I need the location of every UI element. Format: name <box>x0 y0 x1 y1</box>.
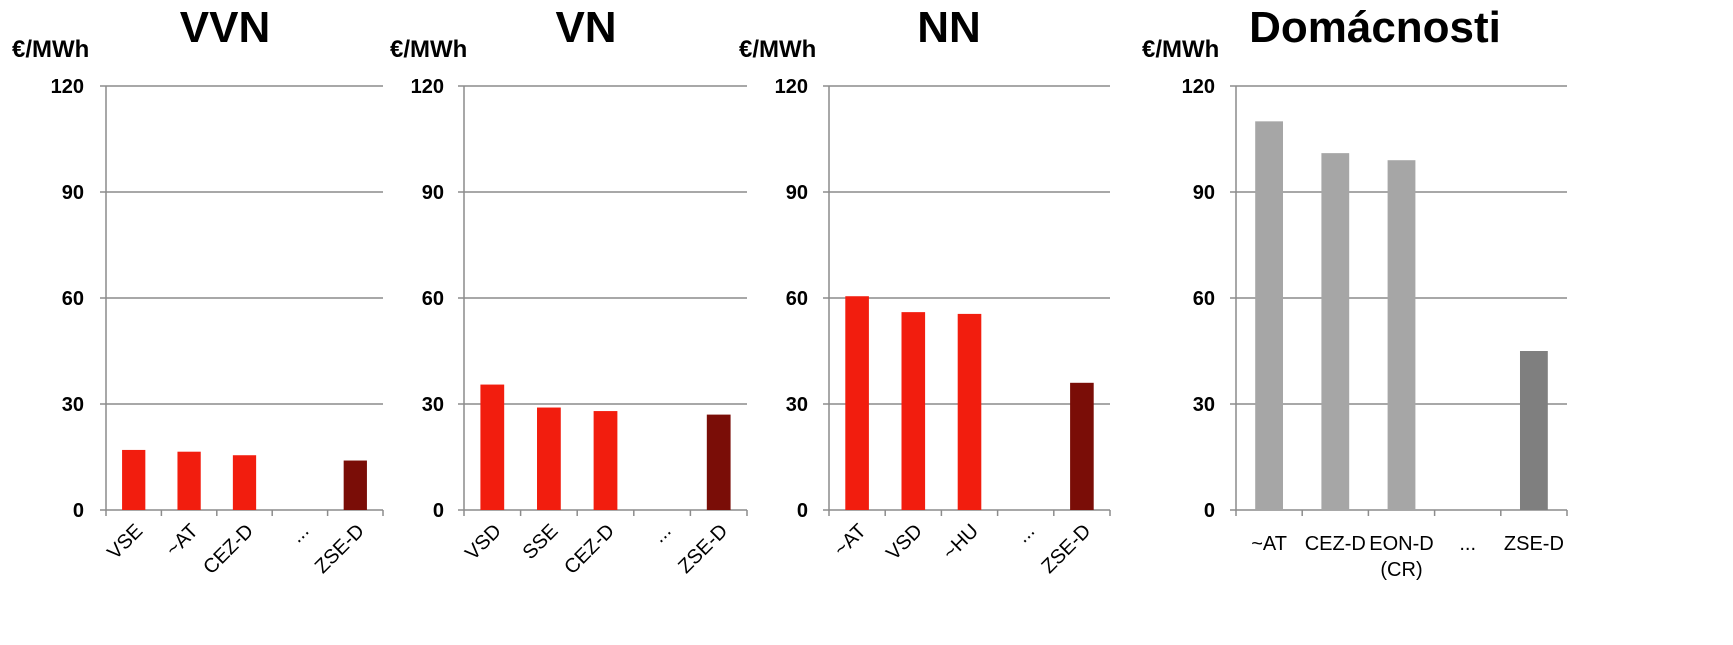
y-axis-unit-label: €/MWh <box>12 36 89 63</box>
chart-title: Domácnosti <box>1249 3 1501 52</box>
y-tick-label: 30 <box>62 394 84 416</box>
category-label: ~AT <box>162 520 203 561</box>
bar-zse-d <box>1519 351 1548 510</box>
y-tick-label: 90 <box>786 182 808 204</box>
chart-title: VVN <box>180 3 270 52</box>
y-tick-label: 30 <box>1193 394 1215 416</box>
bar-vse <box>122 449 146 510</box>
category-label: VSE <box>103 520 147 564</box>
y-tick-label: 120 <box>1182 76 1215 98</box>
category-label: ~AT <box>1251 533 1287 555</box>
category-label: ZSE-D <box>311 520 369 578</box>
y-axis-unit-label: €/MWh <box>1142 36 1219 63</box>
bar-zse-d <box>706 414 731 510</box>
category-label: ZSE-D <box>1037 520 1095 578</box>
y-tick-label: 0 <box>73 500 84 522</box>
y-tick-label: 60 <box>786 288 808 310</box>
y-tick-label: 30 <box>422 394 444 416</box>
y-tick-label: 60 <box>62 288 84 310</box>
bar-cez-d <box>1321 153 1350 510</box>
y-tick-label: 60 <box>422 288 444 310</box>
category-label-line: ZSE-D <box>1504 533 1564 555</box>
y-tick-label: 90 <box>62 182 84 204</box>
bar-hu <box>957 313 982 510</box>
bar-vsd <box>901 312 926 510</box>
category-label: ZSE-D <box>674 520 732 578</box>
bar-at <box>177 451 201 510</box>
y-tick-label: 120 <box>51 76 84 98</box>
category-label: ZSE-D <box>1504 533 1564 555</box>
category-label-line: ~AT <box>1251 533 1287 555</box>
y-tick-label: 90 <box>1193 182 1215 204</box>
y-tick-label: 120 <box>775 76 808 98</box>
bar-at <box>1255 121 1284 510</box>
category-label-line: (CR) <box>1380 559 1422 581</box>
bar-zse-d <box>343 460 367 510</box>
category-label-line: EON-D <box>1369 533 1433 555</box>
category-label: CEZ-D <box>199 520 258 579</box>
chart-panel-3: NN €/MWh 0 30 60 90 120 ~AT VSD ~HU ...ZSE-D <box>739 3 1111 578</box>
bar-cez-d <box>232 455 257 510</box>
category-label: ... <box>286 520 313 547</box>
category-label: ... <box>1459 533 1476 555</box>
category-label: VSD <box>882 520 927 565</box>
category-label: ~AT <box>830 520 871 561</box>
bar-eon-d-cr <box>1387 160 1416 510</box>
y-tick-label: 60 <box>1193 288 1215 310</box>
y-tick-label: 0 <box>433 500 444 522</box>
category-label: SSE <box>519 520 563 564</box>
category-label: CEZ-D <box>1305 533 1366 555</box>
y-tick-label: 120 <box>411 76 444 98</box>
bar-vsd <box>480 384 505 510</box>
y-tick-label: 30 <box>786 394 808 416</box>
category-label: CEZ-D <box>560 520 619 579</box>
y-tick-label: 90 <box>422 182 444 204</box>
category-label: ... <box>648 520 675 547</box>
chart-panel-4: Domácnosti €/MWh 0 30 60 90 120 ~AT CEZ-D EON-D (C… <box>1142 3 1568 581</box>
bar-at <box>845 296 869 510</box>
chart-title: VN <box>555 3 616 52</box>
bar-cez-d <box>593 411 618 510</box>
category-label-line: CEZ-D <box>1305 533 1366 555</box>
y-axis-unit-label: €/MWh <box>390 36 467 63</box>
category-label-line: ... <box>1459 533 1476 555</box>
category-label: ... <box>1012 520 1039 547</box>
y-tick-label: 0 <box>1204 500 1215 522</box>
category-label: ~HU <box>939 520 983 564</box>
y-axis-unit-label: €/MWh <box>739 36 816 63</box>
bar-sse <box>537 407 561 510</box>
chart-title: NN <box>917 3 981 52</box>
category-label: VSD <box>461 520 506 565</box>
bar-zse-d <box>1070 382 1094 510</box>
category-label: EON-D (CR) <box>1369 533 1433 581</box>
y-tick-label: 0 <box>797 500 808 522</box>
